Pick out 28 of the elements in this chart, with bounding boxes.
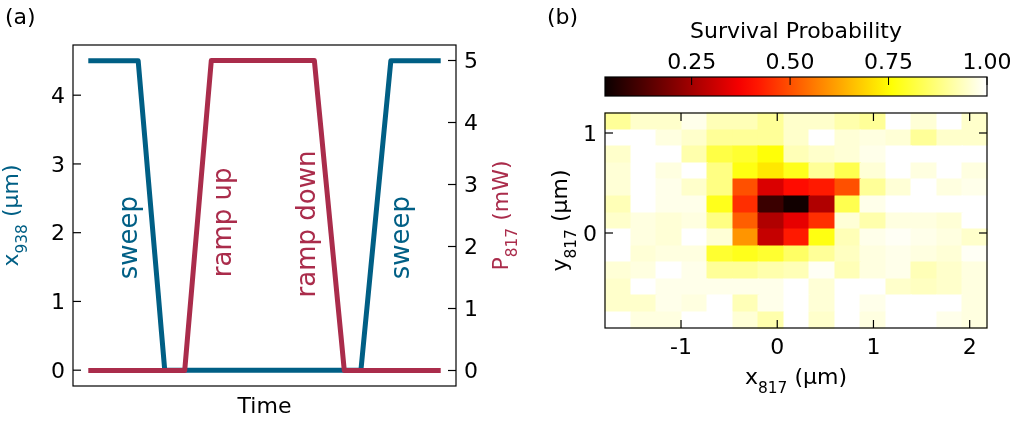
- y-tick-label: 4: [51, 82, 65, 108]
- chart-title: (b): [547, 4, 579, 29]
- annotation: sweep: [385, 196, 416, 280]
- color-bar-label: 0.50: [765, 49, 815, 74]
- y2-tick-label: 4: [464, 110, 478, 136]
- y2-tick-label: 1: [464, 296, 478, 322]
- color-bar-label: 1.00: [962, 49, 1012, 74]
- color-bar-title: Survival Probability: [690, 18, 902, 43]
- annotation: ramp up: [206, 167, 237, 278]
- chart-title: (a): [5, 4, 36, 29]
- y2-tick-label: 2: [464, 234, 478, 260]
- x-tick-label: 2: [962, 334, 977, 359]
- annotation: sweep: [113, 196, 144, 280]
- y-tick-label: 0: [51, 357, 65, 383]
- x-tick-label: 0: [770, 334, 785, 359]
- y2-tick-label: 5: [464, 48, 478, 74]
- y-tick-label: 1: [51, 289, 65, 315]
- color-bar-label: 0.75: [864, 49, 914, 74]
- y-tick-label: 2: [51, 220, 65, 246]
- x-tick-label: 1: [866, 334, 881, 359]
- x-tick-label: -1: [670, 334, 692, 359]
- y2-tick-label: 3: [464, 172, 478, 198]
- x-axis-title: x$_{817}$ (μm): [744, 364, 848, 397]
- annotation: ramp down: [290, 150, 321, 298]
- y-tick-label: 3: [51, 151, 65, 177]
- color-bar-label: 0.25: [667, 49, 717, 74]
- y2-tick-label: 0: [464, 358, 478, 384]
- x-axis-title: Time: [236, 393, 292, 418]
